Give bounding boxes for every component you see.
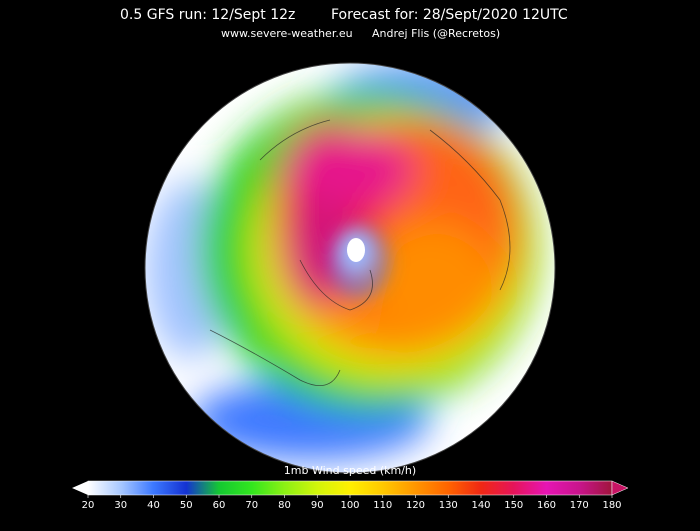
- author-credit: Andrej Flis (@Recretos): [372, 27, 500, 40]
- colorbar-tick-label: 180: [602, 500, 621, 511]
- colorbar-tick-label: 130: [439, 500, 458, 511]
- colorbar-tick-label: 20: [82, 500, 95, 511]
- colorbar-tick-label: 140: [471, 500, 490, 511]
- map-border: [144, 62, 556, 474]
- colorbar: [87, 480, 613, 496]
- wind-field: [145, 63, 555, 473]
- forecast-title: Forecast for: 28/Sept/2020 12UTC: [331, 7, 568, 23]
- colorbar-tick-label: 100: [340, 500, 359, 511]
- colorbar-tick-label: 110: [373, 500, 392, 511]
- colorbar-tick-label: 150: [504, 500, 523, 511]
- run-title: 0.5 GFS run: 12/Sept 12z: [120, 7, 295, 23]
- colorbar-tick-label: 160: [537, 500, 556, 511]
- colorbar-tick-label: 60: [213, 500, 226, 511]
- colorbar-tick-label: 90: [311, 500, 324, 511]
- colorbar-min-arrow: [72, 481, 88, 495]
- colorbar-tick-label: 40: [147, 500, 160, 511]
- colorbar-tick-label: 70: [245, 500, 258, 511]
- colorbar-tick-label: 50: [180, 500, 193, 511]
- colorbar-tick-label: 80: [278, 500, 291, 511]
- colorbar-max-arrow: [611, 480, 629, 496]
- colorbar-tick-label: 30: [114, 500, 127, 511]
- colorbar-label: 1mb Wind speed (km/h): [284, 464, 416, 477]
- site-credit: www.severe-weather.eu: [221, 27, 353, 40]
- colorbar-ticks: 20 30 40 50 60 70 80 90 100 110 120 130 140 150 160 170…: [82, 495, 622, 511]
- colorbar-tick-label: 170: [570, 500, 589, 511]
- colorbar-tick-label: 120: [406, 500, 425, 511]
